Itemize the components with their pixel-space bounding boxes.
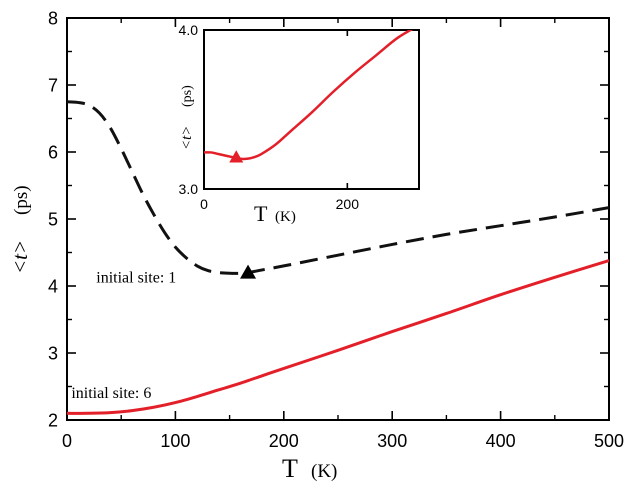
y-tick-label: 8	[48, 8, 58, 28]
series-line-1	[204, 30, 414, 161]
x-tick-label: 200	[269, 431, 299, 451]
inset-x-axis-title: T	[254, 201, 268, 226]
x-tick-label: 400	[486, 431, 516, 451]
x-axis-unit: (K)	[311, 461, 337, 482]
triangle-marker	[229, 150, 244, 163]
inset-series	[204, 30, 414, 163]
inset-plot-frame	[203, 29, 420, 190]
series-line-1	[67, 100, 609, 275]
y-axis-title-group: <t> (ps)	[8, 185, 32, 274]
y-tick-label: 7	[48, 75, 58, 95]
y-tick-label: 5	[48, 209, 58, 229]
inset-y-axis-title-group: <t> (ps)	[179, 85, 195, 150]
x-tick-label: 100	[160, 431, 190, 451]
y-tick-label: 6	[48, 142, 58, 162]
y-tick-label: 4.0	[179, 22, 199, 38]
x-tick-label: 200	[336, 196, 360, 212]
main-annotations: initial site: 1 initial site: 6	[71, 270, 176, 402]
inset-background	[204, 30, 419, 189]
y-axis-title: <t>	[8, 240, 32, 274]
series-line-2	[67, 259, 609, 415]
inset-x-axis-unit: (K)	[275, 209, 296, 225]
x-tick-label: 300	[377, 431, 407, 451]
inset-ticks: 0 200 3.0 4.0	[179, 22, 419, 212]
x-tick-label: 0	[62, 431, 72, 451]
triangle-marker	[240, 264, 257, 279]
series-annotation: initial site: 1	[96, 270, 176, 287]
y-tick-label: 3.0	[179, 181, 199, 197]
y-tick-label: 2	[48, 410, 58, 430]
inset-y-axis-unit: (ps)	[180, 85, 195, 107]
y-tick-label: 4	[48, 276, 58, 296]
main-series	[67, 100, 609, 415]
main-ticks: 0 100 200 300 400 500 2 3 4 5 6 7 8	[48, 8, 624, 451]
y-axis-unit: (ps)	[11, 185, 32, 215]
x-tick-label: 500	[594, 431, 624, 451]
x-tick-label: 0	[200, 196, 208, 212]
y-tick-label: 3	[48, 343, 58, 363]
inset-y-axis-title: <t>	[179, 126, 195, 150]
series-annotation: initial site: 6	[71, 385, 151, 402]
x-axis-title: T	[282, 454, 298, 483]
